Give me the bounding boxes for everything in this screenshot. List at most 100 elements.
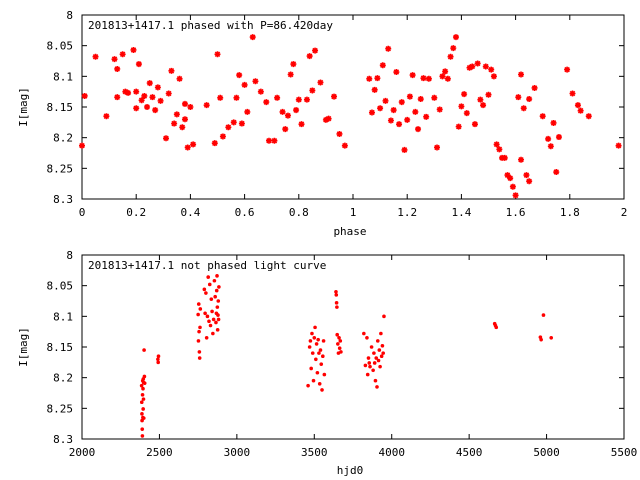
- data-point: [287, 71, 294, 78]
- data-point: [307, 345, 312, 349]
- data-point: [334, 301, 339, 305]
- data-point: [309, 87, 316, 94]
- data-point: [238, 120, 245, 127]
- data-point: [379, 354, 384, 359]
- data-point: [187, 104, 194, 110]
- unphased-y-axis-label: I[mag]: [17, 327, 30, 367]
- data-point: [520, 105, 527, 112]
- data-point: [376, 358, 381, 363]
- data-point: [336, 342, 340, 346]
- data-point: [138, 97, 145, 104]
- data-point: [252, 78, 259, 85]
- data-point: [387, 117, 394, 124]
- data-point: [211, 140, 218, 147]
- data-point: [149, 94, 156, 101]
- data-point: [338, 339, 343, 343]
- data-point: [165, 90, 172, 97]
- data-point: [373, 378, 378, 383]
- data-point: [380, 343, 385, 348]
- data-point: [549, 336, 554, 340]
- data-point: [313, 325, 317, 330]
- data-point: [493, 141, 500, 148]
- data-point: [390, 107, 397, 114]
- data-point: [114, 65, 121, 72]
- data-point: [314, 342, 319, 346]
- data-point: [474, 60, 481, 67]
- data-point: [111, 56, 118, 63]
- data-point: [163, 135, 170, 142]
- data-point: [233, 94, 240, 101]
- data-point: [368, 109, 375, 116]
- data-point: [458, 103, 465, 110]
- data-point: [555, 134, 562, 141]
- data-point: [482, 63, 489, 70]
- data-point: [367, 361, 372, 365]
- data-point: [382, 97, 389, 104]
- data-point: [190, 141, 197, 148]
- data-point: [518, 71, 525, 78]
- phased-y-axis-label: I[mag]: [17, 87, 30, 127]
- data-point: [306, 383, 310, 388]
- data-point: [208, 323, 213, 328]
- y-tick-label: 8.15: [47, 101, 74, 114]
- phased-y-ticks: 8 8.05 8.1 8.15 8.2 8.25 8.3: [47, 9, 624, 206]
- data-point: [415, 126, 422, 133]
- data-point: [393, 69, 400, 76]
- unphased-light-curve-panel: 2000 2500 3000 3500 4000 4500 5000 5500 8 8.05 8.…: [17, 249, 637, 477]
- data-point: [401, 146, 408, 153]
- data-point: [577, 107, 584, 114]
- data-point: [81, 92, 88, 99]
- data-point: [320, 388, 324, 392]
- data-point: [315, 370, 320, 375]
- data-point: [196, 312, 200, 317]
- data-point: [213, 294, 217, 299]
- y-tick-label: 8.1: [53, 310, 73, 323]
- data-point: [154, 84, 161, 91]
- data-point: [501, 154, 508, 161]
- data-point: [463, 110, 470, 117]
- data-point: [310, 351, 315, 355]
- data-point: [205, 314, 210, 319]
- x-tick-label: 1.6: [506, 206, 526, 219]
- data-point: [197, 356, 202, 360]
- data-point: [531, 84, 538, 91]
- data-point: [308, 339, 313, 343]
- data-point: [202, 287, 207, 292]
- unphased-chart-title: 201813+1417.1 not phased light curve: [88, 259, 326, 272]
- data-point: [369, 345, 374, 349]
- data-point: [125, 89, 132, 96]
- data-point: [375, 385, 379, 389]
- data-point: [92, 53, 99, 60]
- data-point: [181, 100, 188, 107]
- data-point: [142, 381, 147, 385]
- phased-light-curve-panel: 0 0.2 0.4 0.6 0.8 1 1.2 1.4 1.6 1.8 2 8 8.05 8.1 8.15…: [17, 9, 627, 238]
- data-point: [152, 107, 159, 114]
- data-point: [585, 113, 592, 120]
- data-point: [337, 346, 342, 351]
- data-point: [295, 96, 302, 103]
- data-point: [412, 108, 419, 115]
- data-point: [469, 63, 476, 70]
- data-point: [141, 397, 146, 401]
- data-point: [197, 350, 202, 354]
- y-tick-label: 8.3: [53, 433, 73, 446]
- data-point: [461, 91, 468, 98]
- data-point: [79, 142, 85, 149]
- data-point: [249, 34, 256, 41]
- x-tick-label: 1.4: [451, 206, 471, 219]
- data-point: [450, 45, 457, 52]
- data-point: [318, 348, 323, 352]
- data-point: [130, 46, 137, 53]
- data-point: [173, 111, 180, 118]
- unphased-x-axis-label: hjd0: [337, 464, 364, 477]
- data-point: [452, 34, 459, 41]
- data-point: [425, 75, 432, 82]
- data-point: [385, 45, 392, 52]
- data-point: [365, 336, 369, 340]
- x-tick-label: 3000: [224, 446, 251, 459]
- data-point: [216, 317, 221, 322]
- data-point: [216, 313, 220, 317]
- data-point: [282, 126, 289, 133]
- data-point: [311, 378, 316, 383]
- data-point: [207, 282, 212, 287]
